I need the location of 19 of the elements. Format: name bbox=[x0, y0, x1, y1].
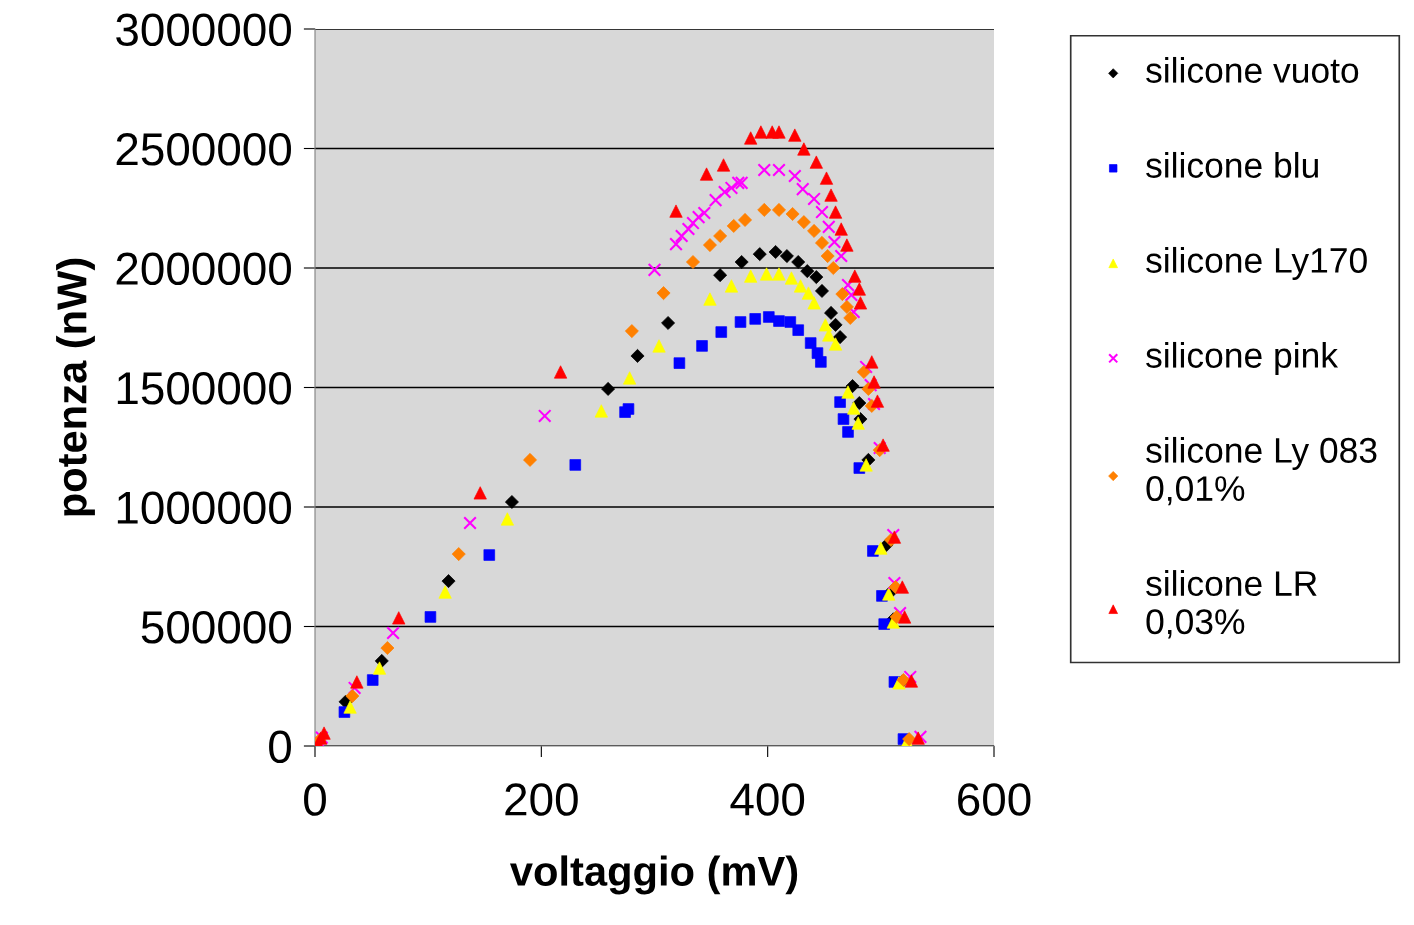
y-tick-label: 500000 bbox=[141, 611, 291, 644]
y-tick-label: 2500000 bbox=[116, 133, 291, 166]
legend-label: silicone Ly170 bbox=[1146, 246, 1367, 280]
y-tick-label: 0 bbox=[269, 730, 291, 764]
legend-label: silicone LR 0,03% bbox=[1146, 570, 1317, 639]
x-tick-label: 0 bbox=[304, 783, 326, 816]
y-tick-label: 1000000 bbox=[117, 491, 291, 525]
x-tick-label: 400 bbox=[730, 783, 805, 816]
y-tick-label: 1500000 bbox=[117, 372, 291, 405]
y-tick-label: 3000000 bbox=[116, 13, 291, 47]
x-tick-label: 600 bbox=[958, 783, 1031, 816]
y-tick-label: 2000000 bbox=[116, 252, 291, 286]
legend-label: silicone blu bbox=[1146, 151, 1318, 178]
x-tick-label: 200 bbox=[505, 783, 578, 816]
legend-label: silicone vuoto bbox=[1146, 56, 1359, 83]
y-axis-title: potenza (nW) bbox=[56, 258, 95, 516]
legend-label: silicone pink bbox=[1146, 341, 1339, 375]
x-axis-title: voltaggio (mV) bbox=[510, 855, 798, 895]
legend-label: silicone Ly 083 0,01% bbox=[1146, 436, 1377, 506]
